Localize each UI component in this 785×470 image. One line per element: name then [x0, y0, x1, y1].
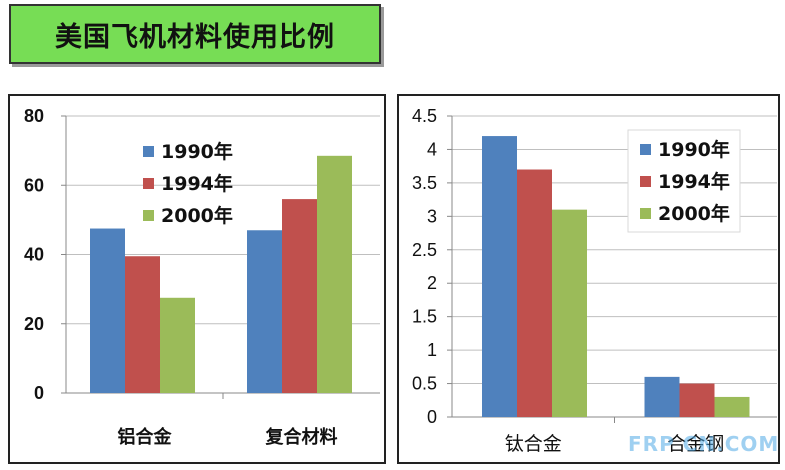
legend-swatch-0-0 [143, 146, 154, 157]
y-tick-label-1-4: 2.5 [412, 240, 437, 260]
y-tick-label-1-7: 1 [427, 340, 437, 360]
y-tick-label-1-0: 4.5 [412, 106, 437, 126]
y-tick-label-0-4: 0 [34, 383, 44, 403]
bar-1-1994年-合金钢 [679, 383, 715, 417]
legend-swatch-1-2 [640, 208, 651, 219]
category-label-1-1: 合金钢 [667, 433, 724, 455]
y-tick-label-0-2: 40 [24, 245, 44, 265]
bar-0-1994年-复合材料 [282, 199, 317, 393]
y-tick-label-1-3: 3 [427, 206, 437, 226]
legend-swatch-1-0 [640, 144, 651, 155]
y-tick-label-1-2: 3.5 [412, 173, 437, 193]
legend-label-1-1: 1994年 [658, 170, 730, 193]
bar-1-1990年-钛合金 [482, 136, 517, 418]
legend-label-0-1: 1994年 [161, 172, 233, 195]
watermark-logo: FRP CN.COM [628, 432, 780, 456]
bar-0-1990年-铝合金 [90, 228, 125, 393]
legend-swatch-1-1 [640, 176, 651, 187]
legend-label-1-0: 1990年 [658, 138, 730, 161]
category-label-1-0: 钛合金 [505, 433, 562, 455]
bar-0-1994年-铝合金 [125, 256, 160, 393]
category-label-0-1: 复合材料 [265, 426, 338, 448]
y-tick-label-1-1: 4 [427, 139, 437, 159]
y-tick-label-1-8: 0.5 [412, 374, 437, 394]
legend-swatch-0-2 [143, 210, 154, 221]
bar-1-1990年-合金钢 [644, 376, 680, 417]
legend-label-0-2: 2000年 [161, 204, 233, 227]
bar-0-2000年-铝合金 [160, 297, 195, 393]
y-tick-label-1-9: 0 [427, 407, 437, 427]
legend-label-0-0: 1990年 [161, 140, 233, 163]
legend-label-1-2: 2000年 [658, 202, 730, 225]
y-tick-label-1-6: 1.5 [412, 307, 437, 327]
bar-1-2000年-钛合金 [552, 209, 587, 417]
category-label-0-0: 铝合金 [118, 426, 173, 448]
bar-1-2000年-合金钢 [714, 396, 750, 417]
legend-swatch-0-1 [143, 178, 154, 189]
y-tick-label-0-3: 20 [24, 314, 44, 334]
y-tick-label-1-5: 2 [427, 273, 437, 293]
bar-0-1990年-复合材料 [247, 230, 282, 393]
y-tick-label-0-0: 80 [24, 106, 44, 126]
bar-1-1994年-钛合金 [517, 169, 552, 417]
bar-0-2000年-复合材料 [317, 155, 352, 393]
y-tick-label-0-1: 60 [24, 175, 44, 195]
page-title: 美国飞机材料使用比例 [9, 4, 381, 64]
